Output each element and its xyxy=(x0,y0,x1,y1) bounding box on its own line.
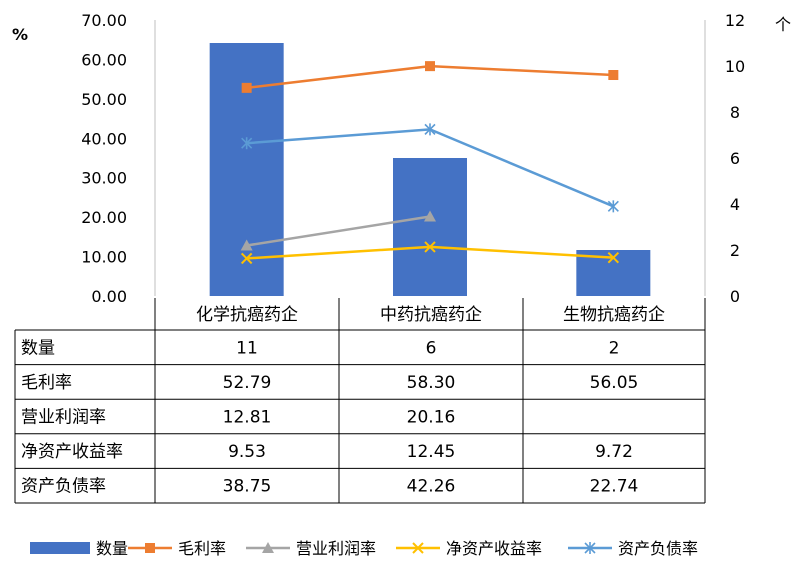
table-cell: 6 xyxy=(426,338,437,358)
left-tick-label: 0.00 xyxy=(91,287,127,306)
data-point xyxy=(424,241,436,253)
right-tick-label: 0 xyxy=(730,287,740,306)
table-row-header: 资产负债率 xyxy=(21,477,106,497)
legend-swatch xyxy=(30,542,90,554)
data-point xyxy=(262,542,274,553)
category-label: 中药抗癌药企 xyxy=(380,305,482,325)
data-point-stroke xyxy=(240,252,253,265)
category-label: 生物抗癌药企 xyxy=(563,305,665,325)
table-cell: 12.45 xyxy=(407,442,456,462)
left-tick-label: 60.00 xyxy=(81,50,127,69)
left-tick-label: 10.00 xyxy=(81,248,127,267)
legend-label: 数量 xyxy=(96,539,128,558)
data-point xyxy=(240,252,253,265)
table-row-header: 净资产收益率 xyxy=(21,442,123,462)
data-point xyxy=(424,123,436,136)
left-tick-label: 70.00 xyxy=(81,11,127,30)
data-point-stroke xyxy=(424,241,436,253)
series-line xyxy=(246,215,431,247)
data-point xyxy=(425,61,435,72)
left-tick-label: 40.00 xyxy=(81,129,127,148)
table-cell: 9.53 xyxy=(228,442,266,462)
right-tick-label: 8 xyxy=(730,103,740,122)
data-point xyxy=(584,542,596,554)
table-cell: 12.81 xyxy=(223,408,272,428)
legend-label: 营业利润率 xyxy=(296,539,376,558)
table-cell: 22.74 xyxy=(590,477,639,497)
right-tick-label: 4 xyxy=(730,195,740,214)
plot-area: 0.00 10.00 20.00 30.00 40.00 50.00 60.00 70.00%… xyxy=(12,11,791,306)
legend-label: 资产负债率 xyxy=(618,539,698,558)
data-point xyxy=(412,542,424,554)
table-row-header: 营业利润率 xyxy=(21,408,106,428)
legend-label: 净资产收益率 xyxy=(446,539,542,558)
data-point xyxy=(241,137,253,150)
table-cell: 2 xyxy=(609,338,620,358)
left-tick-label: 20.00 xyxy=(81,208,127,227)
data-point xyxy=(145,543,155,553)
right-tick-label: 6 xyxy=(730,149,740,168)
table-cell: 58.30 xyxy=(407,373,456,393)
data-point xyxy=(240,239,253,251)
legend: 数量 毛利率 营业利润率 净资产收益率 资产负债率 xyxy=(30,539,698,558)
data-point xyxy=(607,200,619,213)
right-axis-unit: 个 xyxy=(775,15,791,34)
data-point xyxy=(608,70,619,81)
category-label: 化学抗癌药企 xyxy=(196,305,298,325)
data-point xyxy=(607,251,620,264)
table-cell: 11 xyxy=(236,338,258,358)
table-cell: 42.26 xyxy=(407,477,456,497)
data-point-stroke xyxy=(412,542,424,554)
table-row-header: 数量 xyxy=(21,338,55,358)
left-tick-label: 30.00 xyxy=(81,169,127,188)
bar xyxy=(393,158,467,296)
left-tick-label: 50.00 xyxy=(81,90,127,109)
data-point xyxy=(424,210,436,222)
right-tick-label: 12 xyxy=(725,11,745,30)
legend-label: 毛利率 xyxy=(178,539,226,558)
table-cell: 52.79 xyxy=(223,373,272,393)
right-tick-label: 10 xyxy=(725,57,745,76)
table-cell: 38.75 xyxy=(223,477,272,497)
table-row-header: 毛利率 xyxy=(21,373,72,393)
table-cell: 56.05 xyxy=(590,373,639,393)
data-point xyxy=(241,82,252,93)
right-tick-label: 2 xyxy=(730,241,740,260)
left-axis-unit: % xyxy=(12,25,28,44)
table-cell: 9.72 xyxy=(595,442,633,462)
table-cell: 20.16 xyxy=(407,408,456,428)
data-point-stroke xyxy=(607,251,620,264)
